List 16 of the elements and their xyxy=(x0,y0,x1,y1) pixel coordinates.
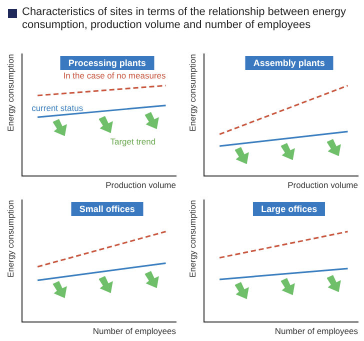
x-axis-title: Number of employees xyxy=(274,326,358,336)
y-axis-title: Energy consumption xyxy=(187,54,198,132)
text: Characteristics of sites in terms of the relationship between energy consumption, production volume and number of employees xyxy=(22,6,348,32)
chart-title: Assembly plants xyxy=(245,56,333,70)
annotation: Target trend xyxy=(110,136,156,147)
x-axis-title: Number of employees xyxy=(92,326,176,336)
chart-title: Large offices xyxy=(253,202,326,216)
x-axis-title: Production volume xyxy=(106,180,176,190)
series-label: In the case of no measures xyxy=(63,70,166,81)
chart-title: Small offices xyxy=(71,202,143,216)
x-axis-title: Production volume xyxy=(288,180,358,190)
y-axis-title: Energy consumption xyxy=(5,54,16,132)
chart-title: Processing plants xyxy=(60,56,154,70)
y-axis-title: Energy consumption xyxy=(187,200,198,278)
y-axis-title: Energy consumption xyxy=(5,200,16,278)
series-label: current status xyxy=(32,103,84,114)
